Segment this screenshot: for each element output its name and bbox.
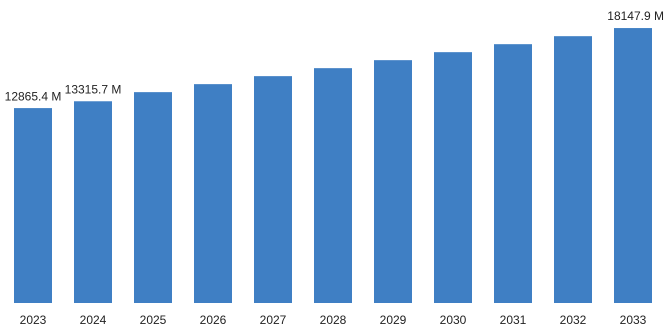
bar [14, 108, 52, 303]
x-tick-label: 2030 [440, 313, 467, 327]
bar [254, 76, 292, 304]
x-tick-label: 2032 [560, 313, 587, 327]
bar [134, 92, 172, 303]
value-label: 12865.4 M [5, 89, 62, 103]
bar [434, 52, 472, 303]
bar [74, 101, 112, 303]
x-tick-label: 2024 [80, 313, 107, 327]
x-tick-label: 2033 [620, 313, 647, 327]
x-tick-label: 2031 [500, 313, 527, 327]
bar [614, 28, 652, 303]
bar [314, 68, 352, 303]
x-tick-label: 2026 [200, 313, 227, 327]
value-label: 13315.7 M [65, 82, 122, 96]
bar [554, 36, 592, 304]
bar [194, 84, 232, 303]
x-tick-label: 2025 [140, 313, 167, 327]
x-tick-label: 2028 [320, 313, 347, 327]
x-tick-label: 2027 [260, 313, 287, 327]
bar [494, 44, 532, 303]
x-tick-label: 2029 [380, 313, 407, 327]
x-tick-label: 2023 [20, 313, 47, 327]
value-label: 18147.9 M [607, 9, 664, 23]
bar [374, 60, 412, 304]
